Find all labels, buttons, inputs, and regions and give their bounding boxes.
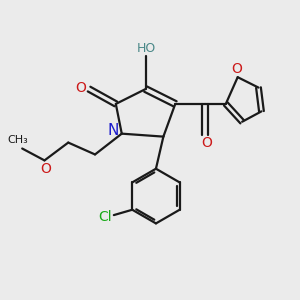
Text: HO: HO — [136, 42, 156, 55]
Text: O: O — [201, 136, 212, 150]
Text: CH₃: CH₃ — [8, 135, 28, 145]
Text: O: O — [75, 81, 86, 94]
Text: Cl: Cl — [98, 211, 112, 224]
Text: N: N — [107, 123, 118, 138]
Text: O: O — [231, 62, 242, 76]
Text: O: O — [40, 162, 51, 176]
